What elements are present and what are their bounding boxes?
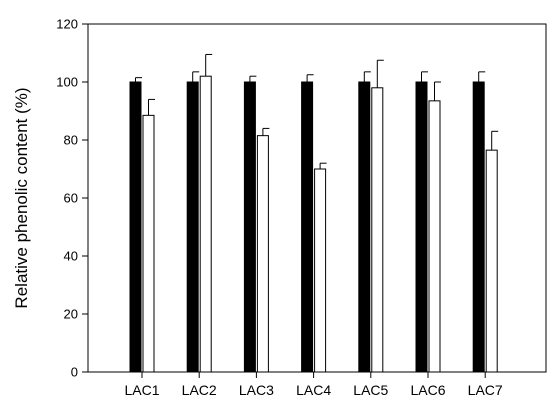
x-tick-label: LAC4 [296, 382, 331, 398]
open-bar [256, 135, 269, 373]
x-tick-label: LAC3 [239, 382, 274, 398]
filled-bar [186, 81, 199, 373]
plot-frame [87, 23, 547, 373]
y-tick-label: 40 [64, 249, 78, 264]
x-tick-label: LAC6 [410, 382, 445, 398]
filled-bar [415, 81, 428, 373]
open-bar [314, 168, 327, 373]
open-bar [371, 87, 384, 373]
open-bar [428, 100, 441, 373]
y-tick-label: 120 [56, 17, 78, 32]
y-axis-ticks: 0 20 40 60 80 100 120 [56, 17, 88, 380]
filled-bar [358, 81, 371, 373]
filled-bar [472, 81, 485, 373]
x-tick-label: LAC7 [468, 382, 503, 398]
x-tick-label: LAC1 [124, 382, 159, 398]
x-tick-label: LAC2 [182, 382, 217, 398]
x-axis-labels: LAC1 LAC2 LAC3 LAC4 LAC5 LAC6 LAC7 [124, 372, 503, 398]
y-tick-label: 80 [64, 133, 78, 148]
y-tick-label: 100 [56, 75, 78, 90]
y-axis-title: Relative phenolic content (%) [12, 87, 31, 308]
filled-bar [243, 81, 256, 373]
open-bar [142, 114, 155, 373]
y-tick-label: 60 [64, 191, 78, 206]
x-tick-label: LAC5 [353, 382, 388, 398]
y-tick-label: 0 [71, 365, 78, 380]
y-tick-label: 20 [64, 307, 78, 322]
bar-series [129, 75, 498, 373]
open-bar [485, 149, 498, 373]
filled-bar [301, 81, 314, 373]
open-bar [199, 75, 212, 373]
error-bars [135, 53, 499, 169]
filled-bar [129, 81, 142, 373]
